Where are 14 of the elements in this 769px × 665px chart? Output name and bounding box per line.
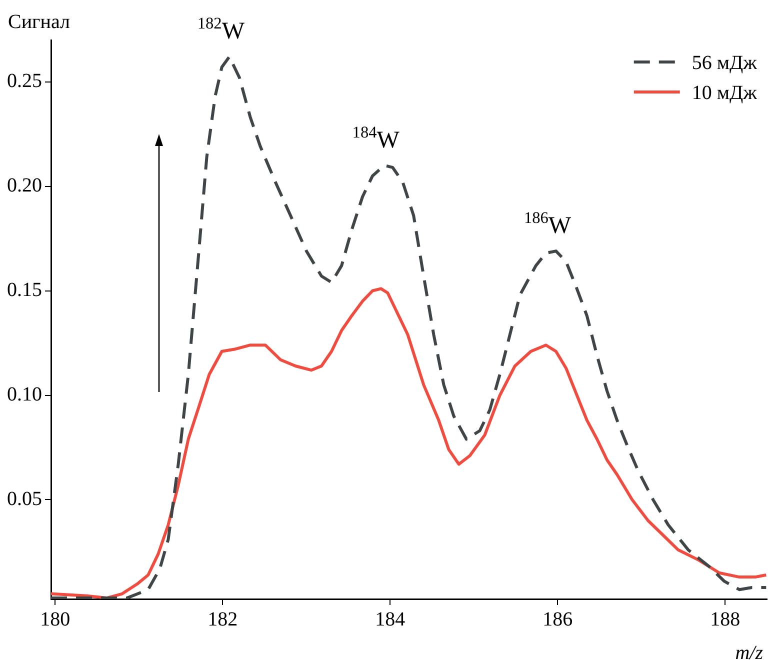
y-tick-label: 0.10 — [7, 384, 42, 406]
legend-label: 10 мДж — [692, 82, 758, 104]
y-tick-label: 0.15 — [7, 279, 42, 302]
y-axis-title: Сигнал — [8, 11, 70, 33]
x-tick-label: 184 — [375, 608, 406, 630]
y-tick-label: 0.05 — [7, 488, 42, 510]
x-tick-label: 180 — [40, 608, 70, 630]
x-axis-title: m/z — [735, 642, 764, 664]
x-tick-label: 188 — [710, 608, 740, 630]
x-tick-label: 182 — [208, 608, 238, 630]
y-tick-label: 0.25 — [7, 70, 42, 92]
y-tick-label: 0.20 — [7, 174, 42, 197]
legend-label: 56 мДж — [692, 52, 758, 74]
x-tick-label: 186 — [542, 608, 573, 630]
